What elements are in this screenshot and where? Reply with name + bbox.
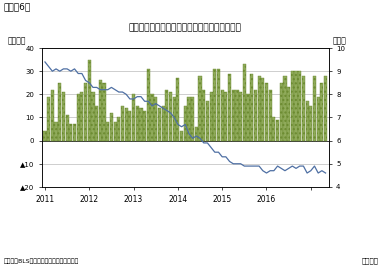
Bar	[147, 69, 150, 141]
Bar	[261, 78, 264, 141]
Bar	[88, 60, 91, 141]
Text: 米国の雇用動向（非農業部門雇用増と失業率）: 米国の雇用動向（非農業部門雇用増と失業率）	[129, 23, 242, 32]
Bar	[213, 69, 216, 141]
Bar	[51, 90, 54, 141]
Bar	[69, 124, 72, 141]
Bar	[121, 106, 124, 141]
Bar	[224, 92, 227, 141]
Bar	[44, 131, 47, 141]
Bar	[132, 94, 135, 141]
Bar	[302, 76, 305, 141]
Bar	[283, 76, 286, 141]
Bar	[125, 108, 128, 141]
Text: （月次）: （月次）	[361, 258, 378, 264]
Bar	[232, 90, 235, 141]
Bar	[295, 71, 298, 141]
Bar	[102, 83, 105, 141]
Bar	[99, 80, 102, 141]
Bar	[280, 83, 283, 141]
Bar	[235, 90, 238, 141]
Bar	[317, 97, 320, 141]
Bar	[243, 64, 246, 141]
Bar	[250, 73, 253, 141]
Bar	[113, 122, 117, 141]
Bar	[287, 87, 290, 141]
Bar	[269, 90, 272, 141]
Bar	[324, 76, 327, 141]
Bar	[95, 106, 98, 141]
Bar	[188, 97, 191, 141]
Bar	[66, 115, 69, 141]
Bar	[151, 94, 154, 141]
Bar	[313, 76, 316, 141]
Bar	[176, 78, 180, 141]
Bar	[257, 76, 261, 141]
Bar	[199, 76, 202, 141]
Bar	[139, 108, 142, 141]
Bar	[117, 117, 120, 141]
Bar	[73, 124, 76, 141]
Bar	[228, 73, 231, 141]
Bar	[306, 101, 309, 141]
Bar	[84, 83, 87, 141]
Bar	[180, 131, 183, 141]
Text: （図表6）: （図表6）	[4, 3, 31, 12]
Bar	[320, 83, 324, 141]
Bar	[162, 106, 165, 141]
Bar	[55, 122, 58, 141]
Bar	[298, 71, 301, 141]
Bar	[184, 106, 187, 141]
Text: （％）: （％）	[332, 36, 346, 45]
Text: （万人）: （万人）	[8, 36, 26, 45]
Bar	[195, 127, 198, 141]
Bar	[136, 106, 139, 141]
Bar	[62, 92, 65, 141]
Bar	[221, 90, 224, 141]
Bar	[254, 90, 257, 141]
Bar	[206, 101, 209, 141]
Bar	[276, 120, 279, 141]
Bar	[80, 92, 83, 141]
Bar	[291, 71, 294, 141]
Bar	[191, 97, 194, 141]
Bar	[169, 92, 172, 141]
Bar	[239, 92, 242, 141]
Bar	[58, 83, 61, 141]
Bar	[173, 97, 176, 141]
Bar	[47, 97, 50, 141]
Bar	[165, 90, 168, 141]
Bar	[110, 113, 113, 141]
Bar	[106, 122, 109, 141]
Bar	[77, 94, 80, 141]
Bar	[158, 108, 161, 141]
Bar	[154, 97, 157, 141]
Bar	[202, 90, 205, 141]
Bar	[272, 117, 275, 141]
Bar	[91, 92, 94, 141]
Bar	[143, 111, 146, 141]
Text: （資料）BLSよりニッセイ基礎研究所作成: （資料）BLSよりニッセイ基礎研究所作成	[4, 259, 79, 264]
Bar	[265, 83, 268, 141]
Bar	[246, 94, 249, 141]
Bar	[210, 92, 213, 141]
Bar	[309, 106, 312, 141]
Bar	[128, 111, 131, 141]
Bar	[217, 69, 220, 141]
